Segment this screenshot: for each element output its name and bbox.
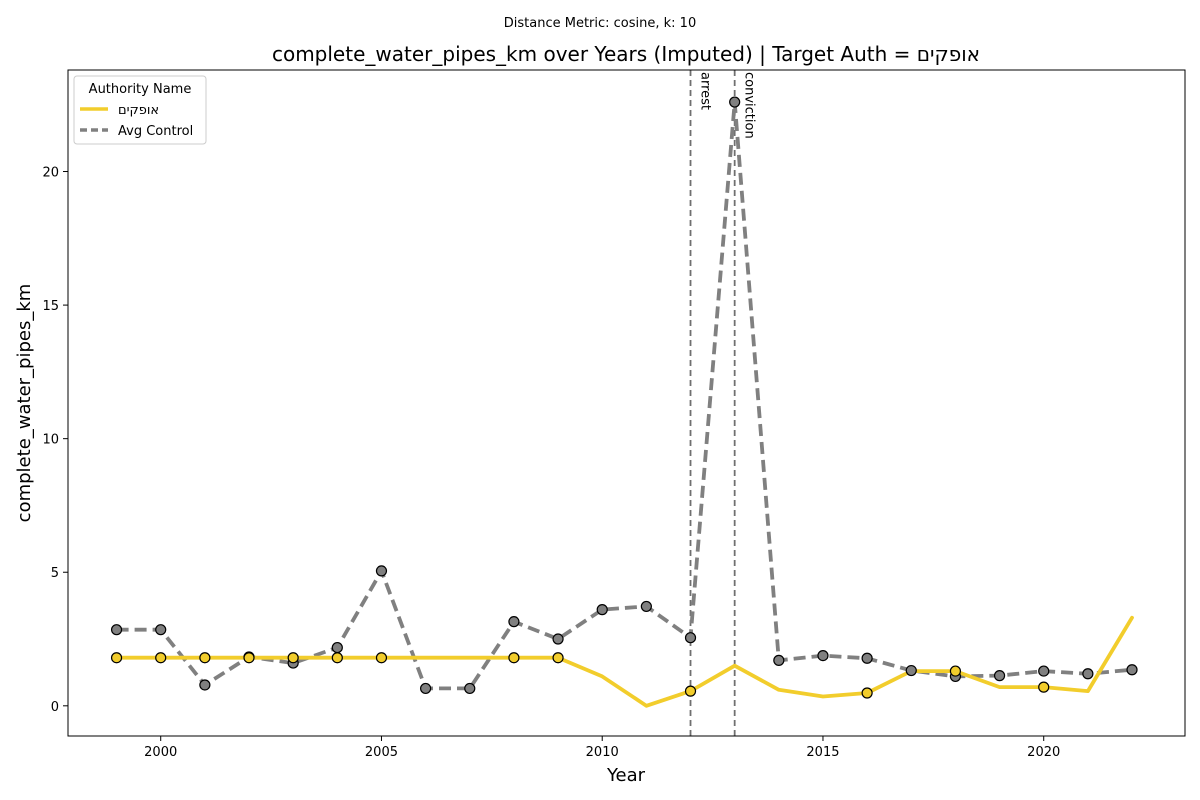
chart-title: complete_water_pipes_km over Years (Impu… <box>272 42 980 66</box>
series-line-control <box>116 100 1133 691</box>
data-point-target-2000 <box>155 652 167 664</box>
data-point-target-2005 <box>375 652 388 664</box>
plot-area: arrest conviction <box>110 70 1138 736</box>
data-point-target-2004 <box>331 652 343 664</box>
data-point-control-2015 <box>817 649 829 662</box>
event-label-conviction: conviction <box>742 72 757 139</box>
data-point-target-2009 <box>552 652 564 664</box>
data-point-control-2022 <box>1126 664 1138 676</box>
data-point-control-1999 <box>110 624 123 636</box>
data-point-control-2021 <box>1082 668 1094 680</box>
y-tick-label: 5 <box>51 566 59 581</box>
legend-title: Authority Name <box>89 82 192 97</box>
x-axis-label: Year <box>606 765 646 786</box>
plot-frame <box>67 69 1186 737</box>
x-tick-label: 2020 <box>1027 745 1060 760</box>
data-point-control-2011 <box>640 600 652 613</box>
data-point-target-2020 <box>1038 681 1050 693</box>
data-point-control-2000 <box>155 624 167 636</box>
data-point-target-2016 <box>861 687 873 699</box>
data-point-target-2002 <box>243 652 255 664</box>
data-point-control-2013 <box>729 96 741 108</box>
y-axis: 0 5 10 15 20 <box>42 166 68 715</box>
y-tick-label: 20 <box>42 166 59 181</box>
x-tick-label: 2005 <box>365 745 398 760</box>
data-point-control-2006 <box>420 682 432 695</box>
data-point-control-2007 <box>464 682 476 695</box>
data-point-control-2008 <box>508 616 520 628</box>
data-point-control-2016 <box>861 652 873 664</box>
y-tick-label: 15 <box>42 299 59 314</box>
data-point-control-2019 <box>993 670 1006 682</box>
legend-label-control: Avg Control <box>118 124 193 139</box>
legend-label-target: אופקים <box>118 103 159 118</box>
y-tick-label: 0 <box>51 700 59 715</box>
event-label-arrest: arrest <box>698 72 713 110</box>
legend: Authority Name אופקים Avg Control <box>73 75 207 145</box>
data-point-target-2001 <box>199 652 211 664</box>
data-point-control-2004 <box>331 641 343 654</box>
data-point-control-2010 <box>596 604 608 616</box>
data-point-control-2001 <box>199 679 211 691</box>
legend-box <box>73 75 207 145</box>
x-tick-label: 2000 <box>144 745 177 760</box>
x-axis: 2000 2005 2010 2015 2020 <box>144 736 1060 760</box>
x-tick-label: 2010 <box>586 745 619 760</box>
data-point-target-2008 <box>508 652 520 664</box>
data-point-target-2018 <box>949 665 962 677</box>
data-point-target-2003 <box>287 652 299 664</box>
y-axis-label: complete_water_pipes_km <box>14 284 35 523</box>
data-point-control-2017 <box>905 664 917 677</box>
series-line-target <box>114 615 1134 708</box>
y-tick-label: 10 <box>42 433 59 448</box>
data-point-target-1999 <box>110 652 123 664</box>
chart-suptitle: Distance Metric: cosine, k: 10 <box>504 16 696 31</box>
data-point-control-2005 <box>375 565 388 577</box>
data-point-control-2012 <box>684 632 697 644</box>
data-point-control-2020 <box>1038 665 1050 677</box>
data-point-control-2014 <box>773 654 785 666</box>
data-point-target-2012 <box>684 685 697 697</box>
x-tick-label: 2015 <box>806 745 839 760</box>
data-point-control-2009 <box>552 633 564 645</box>
